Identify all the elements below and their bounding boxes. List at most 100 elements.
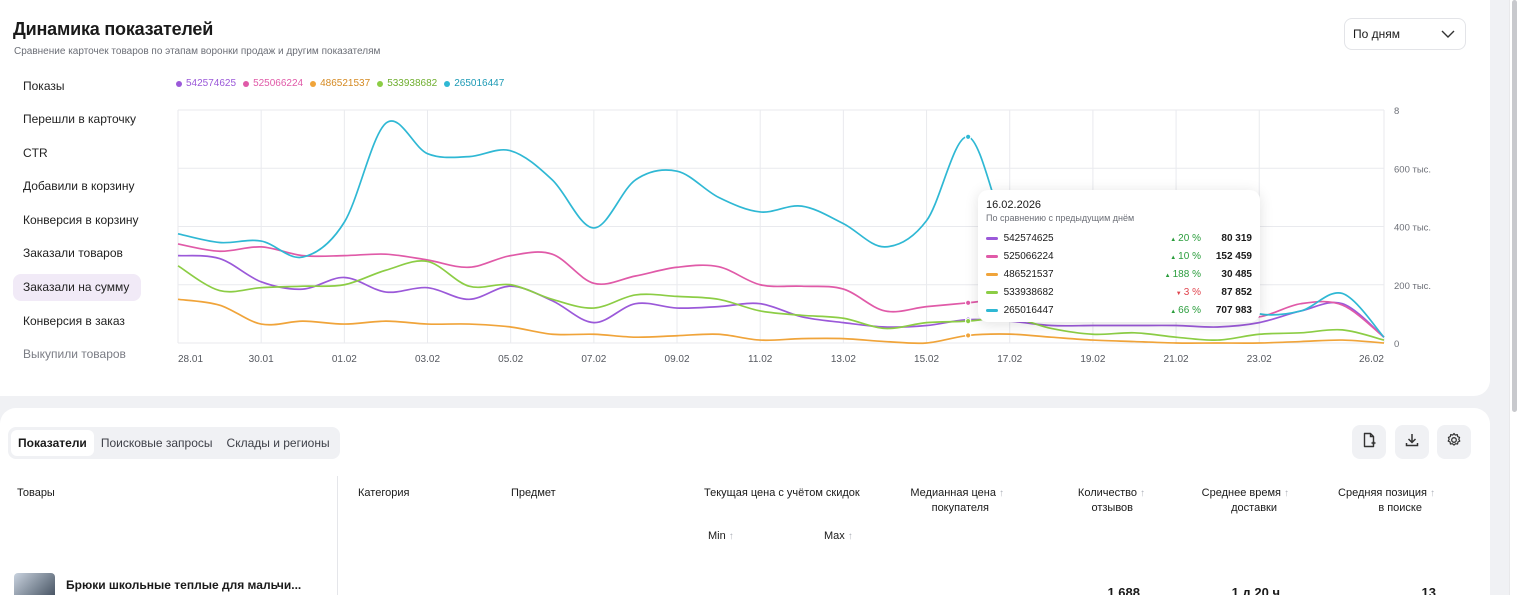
series-line-icon: [986, 309, 998, 313]
sort-arrow-icon: ↑: [999, 488, 1004, 499]
download-button[interactable]: [1395, 425, 1429, 459]
y-tick-label: 400 тыс.: [1394, 223, 1431, 234]
series-line-icon: [986, 254, 998, 258]
y-tick-label: 0: [1394, 339, 1399, 350]
metric-item-ordered-sum[interactable]: Заказали на сумму: [13, 273, 141, 301]
col-header-position[interactable]: Средняя позиция ↑ в поиске: [1310, 486, 1435, 515]
tooltip-delta-value: 66 %: [1178, 305, 1201, 317]
export-file-button[interactable]: [1352, 425, 1386, 459]
legend-dot-icon: [243, 80, 250, 87]
x-tick-label: 30.01: [249, 354, 274, 365]
y-tick-label: 600 тыс.: [1394, 164, 1431, 175]
cell-delivery: 1 д 20 ч: [1231, 585, 1280, 595]
col-header-reviews-line1: Количество: [1077, 487, 1137, 499]
col-header-category: Категория: [358, 487, 410, 499]
col-header-median-price-line1: Медианная цена: [910, 487, 996, 499]
tooltip-value: 152 459: [1215, 250, 1252, 262]
series-line-icon: [986, 236, 998, 240]
tooltip-row: 265016447 ▲ 66 % 707 983: [986, 302, 1252, 320]
page-subtitle: Сравнение карточек товаров по этапам вор…: [14, 46, 381, 57]
col-header-products: Товары: [17, 487, 55, 499]
tooltip-subtitle: По сравнению с предыдущим днём: [986, 213, 1135, 223]
metric-item-shows[interactable]: Показы: [23, 78, 65, 93]
col-header-delivery-line2: доставки: [1231, 502, 1277, 514]
line-chart: 0 200 тыс. 400 тыс. 600 тыс. 8 28.01 30.01 01.0…: [177, 106, 1431, 365]
col-header-min[interactable]: Min ↑: [708, 529, 734, 544]
tooltip-value: 87 852: [1221, 287, 1252, 299]
tab-indicators[interactable]: Показатели: [11, 430, 94, 456]
metric-item-bought-items[interactable]: Выкупили товаров: [23, 347, 126, 362]
product-thumbnail[interactable]: [14, 573, 55, 595]
chevron-down-icon: [1441, 30, 1455, 38]
legend-item[interactable]: 486521537: [310, 78, 370, 89]
sort-arrow-icon: ↑: [1284, 488, 1289, 499]
legend-item[interactable]: 533938682: [377, 78, 437, 89]
sort-arrow-icon: ↑: [728, 531, 734, 542]
legend-item[interactable]: 525066224: [243, 78, 303, 89]
col-header-delivery[interactable]: Среднее время ↑ доставки: [1170, 486, 1289, 515]
y-tick-label: 200 тыс.: [1394, 281, 1431, 292]
column-divider: [337, 476, 338, 595]
legend-label: 533938682: [387, 78, 438, 89]
series-line-542574625[interactable]: [177, 254, 1385, 338]
tooltip-delta: ▼ 3 %: [1148, 287, 1201, 298]
chart-tooltip: 16.02.2026 По сравнению с предыдущим днё…: [978, 190, 1260, 322]
series-line-533938682[interactable]: [177, 260, 1385, 342]
period-select[interactable]: По дням: [1344, 18, 1466, 50]
x-tick-label: 05.02: [498, 354, 523, 365]
metric-item-ctr[interactable]: CTR: [23, 145, 48, 160]
col-header-position-line2: в поиске: [1378, 502, 1422, 514]
tooltip-series-id: 542574625: [1003, 232, 1054, 244]
download-icon: [1404, 432, 1420, 453]
tooltip-row: 525066224 ▲ 10 % 152 459: [986, 247, 1252, 265]
legend-item[interactable]: 542574625: [176, 78, 236, 89]
series-line-486521537[interactable]: [177, 298, 1385, 345]
x-tick-label: 15.02: [914, 354, 939, 365]
col-header-median-price-line2: покупателя: [931, 502, 989, 514]
x-tick-label: 07.02: [581, 354, 606, 365]
tooltip-delta-value: 20 %: [1178, 232, 1201, 244]
hover-point: [965, 133, 972, 140]
cell-position: 13: [1421, 585, 1436, 595]
col-header-reviews[interactable]: Количество ↑ отзывов: [1040, 486, 1145, 515]
tooltip-series-id: 486521537: [1003, 268, 1054, 280]
tab-warehouses-regions[interactable]: Склады и регионы: [226, 436, 330, 450]
x-tick-label: 17.02: [997, 354, 1022, 365]
col-header-median-price[interactable]: Медианная цена ↑ покупателя: [885, 486, 1004, 515]
triangle-up-icon: ▲: [1164, 272, 1171, 279]
x-tick-label: 13.02: [831, 354, 856, 365]
metric-item-card-visits[interactable]: Перешли в карточку: [23, 112, 137, 127]
series-line-icon: [986, 272, 998, 276]
settings-button[interactable]: [1437, 425, 1471, 459]
metric-item-add-to-cart[interactable]: Добавили в корзину: [23, 179, 135, 194]
tooltip-series-id: 265016447: [1003, 305, 1054, 317]
scrollbar-thumb[interactable]: [1512, 0, 1517, 412]
hover-point: [965, 318, 972, 325]
max-label: Max: [824, 530, 845, 542]
tooltip-value: 80 319: [1221, 232, 1252, 244]
sort-arrow-icon: ↑: [1430, 488, 1435, 499]
tab-search-queries[interactable]: Поисковые запросы: [100, 436, 213, 450]
tooltip-value: 707 983: [1215, 305, 1252, 317]
legend-item[interactable]: 265016447: [444, 78, 504, 89]
tooltip-date: 16.02.2026: [986, 199, 1042, 211]
metric-item-order-conversion[interactable]: Конверсия в заказ: [23, 313, 125, 328]
x-tick-label: 26.02: [1359, 354, 1384, 365]
chart-legend: 542574625 525066224 486521537 533938682 …: [176, 78, 504, 89]
metric-item-ordered-items[interactable]: Заказали товаров: [23, 246, 123, 261]
x-tick-label: 21.02: [1164, 354, 1189, 365]
tooltip-delta: ▲ 20 %: [1148, 233, 1201, 244]
tooltip-row: 533938682 ▼ 3 % 87 852: [986, 284, 1252, 302]
tooltip-series-id: 525066224: [1003, 250, 1054, 262]
table-card: Показатели Поисковые запросы Склады и ре…: [0, 408, 1490, 595]
triangle-up-icon: ▲: [1170, 236, 1177, 243]
tooltip-row: 542574625 ▲ 20 % 80 319: [986, 229, 1252, 247]
col-header-max[interactable]: Max ↑: [824, 529, 853, 544]
legend-dot-icon: [310, 80, 317, 87]
metric-item-cart-conversion[interactable]: Конверсия в корзину: [23, 212, 139, 227]
tooltip-delta: ▲ 10 %: [1148, 251, 1201, 262]
col-header-position-line1: Средняя позиция: [1338, 487, 1427, 499]
product-title[interactable]: Брюки школьные теплые для мальчи...: [66, 578, 302, 592]
legend-label: 486521537: [320, 78, 371, 89]
x-tick-label: 11.02: [748, 354, 773, 365]
